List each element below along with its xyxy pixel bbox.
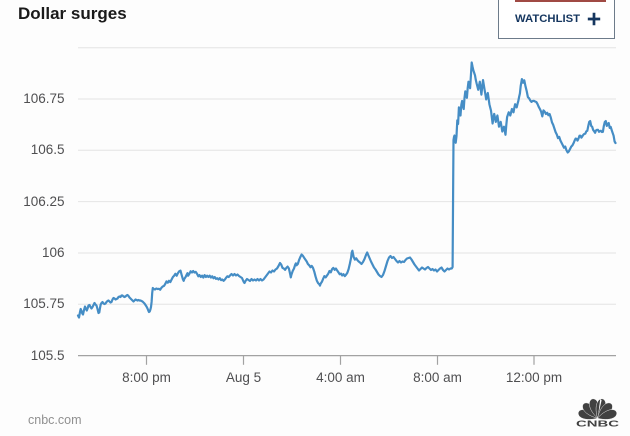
svg-text:CNBC: CNBC <box>576 419 619 429</box>
